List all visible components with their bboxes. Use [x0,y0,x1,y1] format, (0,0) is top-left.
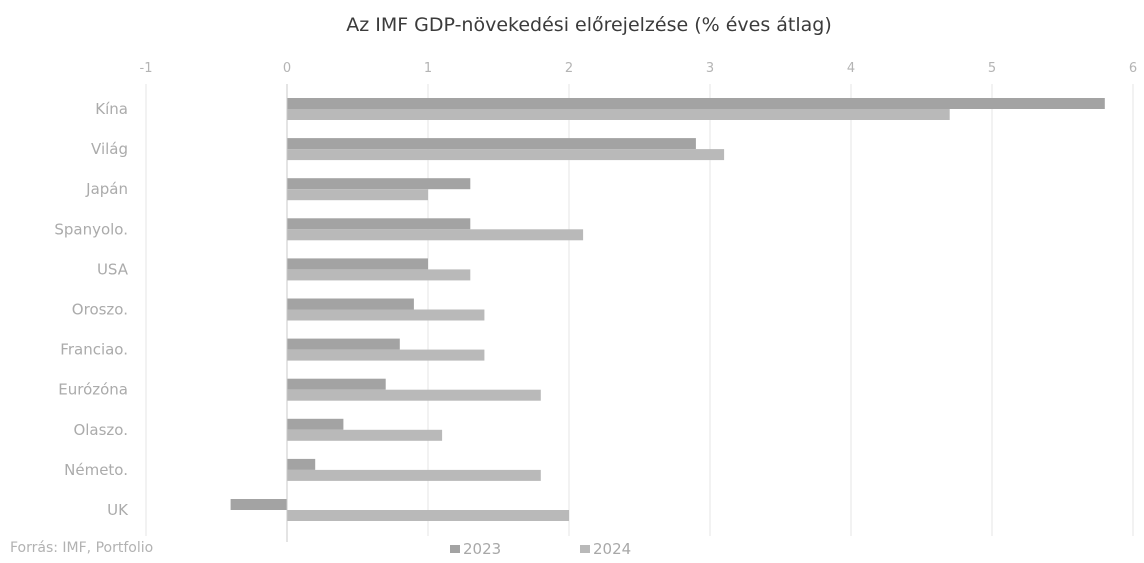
bar-2023 [287,378,386,390]
bar-2024 [287,189,428,201]
legend-swatch [580,545,590,553]
category-label: Németo. [64,461,128,479]
bar-2024 [287,510,569,521]
category-label: Világ [91,140,128,158]
legend-label: 2023 [463,540,501,558]
category-label: Franciao. [60,341,128,359]
bar-2024 [287,229,584,241]
x-tick-label: 6 [1129,61,1137,76]
bar-2023 [287,258,428,270]
bar-2024 [287,429,443,441]
legend: 2023 2024 [450,540,631,558]
legend-swatch [450,545,460,553]
bar-2024 [287,269,471,281]
category-label: UK [107,501,129,519]
category-labels: Kína Világ Japán Spanyolo. USA Oroszo. Francia… [54,100,129,519]
category-label: Eurózóna [58,381,128,399]
category-label: Spanyolo. [54,220,128,238]
category-label: Olaszo. [73,421,128,439]
x-tick-label: -1 [140,61,153,76]
x-tick-label: 3 [706,61,714,76]
category-label: Japán [85,180,128,198]
bar-2023 [287,338,400,350]
legend-label: 2024 [593,540,631,558]
category-label: Oroszo. [72,301,128,319]
x-tick-label: 4 [847,61,855,76]
bar-2023 [230,499,287,510]
bar-2024 [287,109,950,120]
category-label: USA [97,260,129,278]
bar-2023 [287,218,471,230]
bar-2023 [287,298,414,310]
bars [230,98,1105,521]
x-tick-label: 0 [283,61,291,76]
bar-2024 [287,309,485,321]
bar-2024 [287,149,725,161]
bar-2023 [287,178,471,190]
bar-2023 [287,458,316,470]
x-tick-label: 1 [424,61,432,76]
bar-2023 [287,418,344,430]
x-axis-ticks: -1 0 1 2 3 4 5 6 [140,61,1138,76]
category-label: Kína [95,100,128,118]
bar-2023 [287,138,696,150]
bar-2024 [287,349,485,361]
bar-2024 [287,389,541,401]
chart-title: Az IMF GDP-növekedési előrejelzése (% év… [346,14,832,36]
bar-2023 [287,98,1105,109]
source-note: Forrás: IMF, Portfolio [10,540,153,556]
x-tick-label: 2 [565,61,573,76]
bar-2024 [287,469,541,481]
x-tick-label: 5 [988,61,996,76]
